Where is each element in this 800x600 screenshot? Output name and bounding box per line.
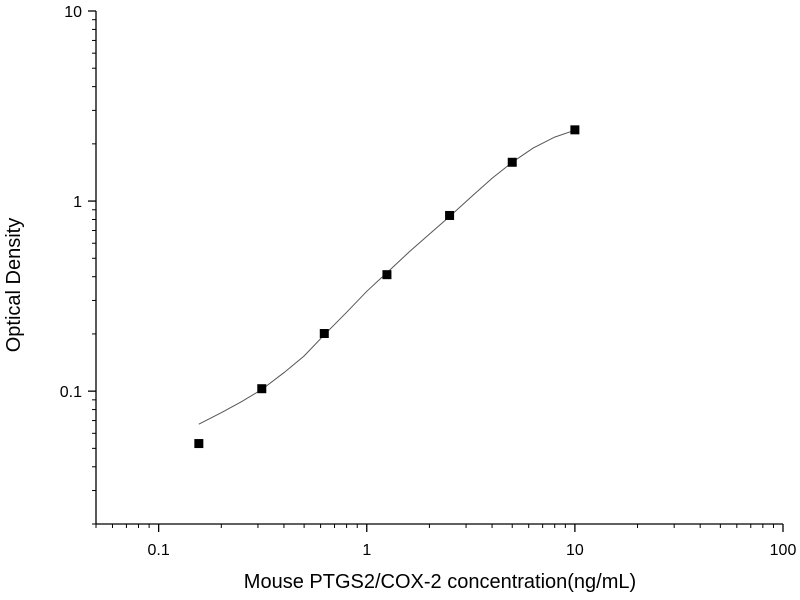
data-point	[445, 210, 455, 220]
y-axis-title: Optical Density	[3, 218, 25, 353]
data-point	[507, 157, 517, 167]
data-point	[319, 329, 329, 339]
x-tick-label: 100	[770, 542, 797, 559]
data-point	[382, 270, 392, 280]
y-tick-label: 0.1	[60, 384, 82, 401]
data-point	[570, 125, 580, 135]
data-point	[194, 439, 204, 449]
x-tick-label: 0.1	[148, 542, 170, 559]
x-tick-label: 1	[362, 542, 371, 559]
y-tick-label: 1	[73, 194, 82, 211]
x-tick-label: 10	[566, 542, 584, 559]
y-tick-label: 10	[64, 4, 82, 21]
data-points	[194, 125, 580, 449]
data-point	[257, 384, 267, 394]
x-axis-title: Mouse PTGS2/COX-2 concentration(ng/mL)	[244, 571, 636, 593]
axes: 0.1 1 10 100 0.1 1 10	[60, 4, 797, 559]
